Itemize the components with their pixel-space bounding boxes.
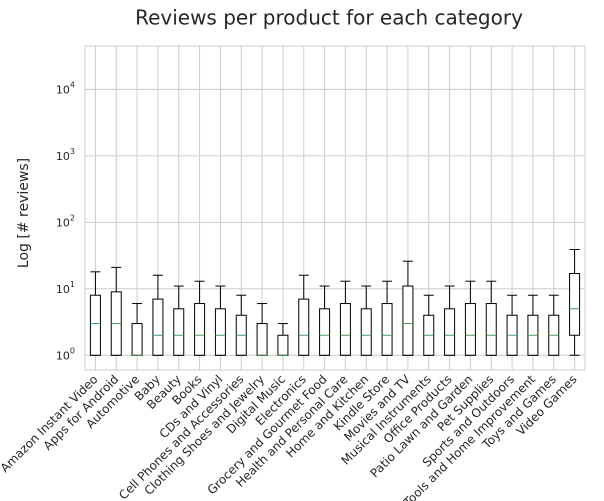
iqr-box <box>152 298 164 356</box>
iqr-box <box>173 308 185 356</box>
y-tick-label: 104 <box>56 80 75 96</box>
iqr-box <box>194 303 206 356</box>
box-9 <box>256 303 268 356</box>
iqr-box <box>89 294 101 356</box>
box-5 <box>173 285 185 356</box>
iqr-box <box>131 323 143 356</box>
box-23 <box>548 294 560 356</box>
box-2 <box>110 266 122 356</box>
iqr-box <box>360 308 372 356</box>
iqr-box <box>402 285 414 356</box>
box-10 <box>277 323 289 356</box>
box-19 <box>464 280 476 356</box>
box-13 <box>339 280 351 356</box>
box-6 <box>194 280 206 356</box>
box-7 <box>214 285 226 356</box>
y-axis-label: Log [# reviews] <box>16 158 32 268</box>
y-tick-label: 103 <box>56 147 75 163</box>
box-3 <box>131 303 143 356</box>
box-12 <box>319 285 331 356</box>
iqr-box <box>339 303 351 356</box>
boxes-layer <box>89 249 581 356</box>
y-tick-label: 102 <box>56 213 75 229</box>
iqr-box <box>298 298 310 356</box>
box-24 <box>569 249 581 356</box>
box-22 <box>527 294 539 356</box>
box-4 <box>152 274 164 356</box>
iqr-box <box>256 323 268 356</box>
box-16 <box>402 260 414 356</box>
iqr-box <box>569 272 581 336</box>
chart-title: Reviews per product for each category <box>135 6 523 30</box>
box-17 <box>423 294 435 356</box>
box-11 <box>298 274 310 356</box>
iqr-box <box>277 334 289 356</box>
iqr-box <box>214 308 226 356</box>
iqr-box <box>464 303 476 356</box>
iqr-box <box>381 303 393 356</box>
box-20 <box>485 280 497 356</box>
box-8 <box>235 294 247 356</box>
box-15 <box>381 280 393 356</box>
box-1 <box>89 271 101 356</box>
iqr-box <box>444 308 456 356</box>
box-21 <box>506 294 518 356</box>
y-tick-label: 100 <box>56 346 75 362</box>
iqr-box <box>319 308 331 356</box>
y-tick-label: 101 <box>56 280 75 296</box>
y-axis-ticks: 100 101 102 103 104 <box>56 80 75 362</box>
iqr-box <box>485 303 497 356</box>
box-14 <box>360 285 372 356</box>
plot-area-frame <box>84 45 586 371</box>
box-18 <box>444 285 456 356</box>
